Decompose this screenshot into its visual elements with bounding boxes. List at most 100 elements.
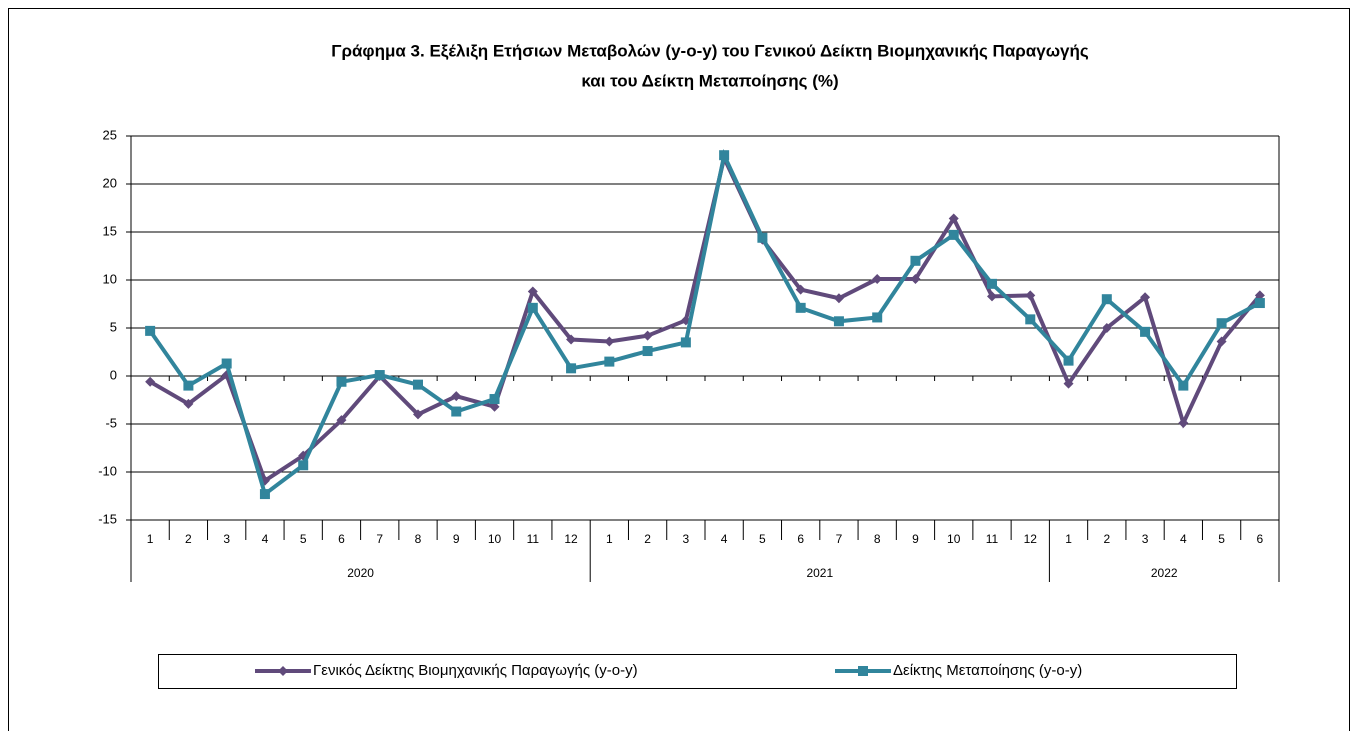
legend-label: Δείκτης Μεταποίησης (y-o-y) bbox=[893, 662, 1082, 679]
data-point bbox=[642, 346, 653, 357]
x-tick-label: 4 bbox=[262, 532, 269, 546]
group-label: 2021 bbox=[806, 566, 833, 580]
data-point bbox=[1140, 326, 1151, 337]
x-tick-label: 11 bbox=[986, 532, 999, 546]
data-point bbox=[872, 274, 883, 285]
x-tick-label: 3 bbox=[223, 532, 230, 546]
data-point bbox=[145, 376, 156, 387]
data-point bbox=[795, 302, 806, 313]
x-tick-label: 1 bbox=[606, 532, 613, 546]
y-tick-label: 10 bbox=[103, 271, 117, 286]
legend-label: Γενικός Δείκτης Βιομηχανικής Παραγωγής (… bbox=[313, 662, 638, 679]
data-point bbox=[566, 334, 577, 345]
data-point bbox=[183, 380, 194, 391]
data-point bbox=[642, 330, 653, 341]
data-point bbox=[757, 232, 768, 243]
data-point bbox=[451, 391, 462, 402]
y-tick-label: -5 bbox=[105, 415, 117, 430]
data-point bbox=[336, 376, 347, 387]
x-tick-label: 9 bbox=[453, 532, 460, 546]
x-tick-label: 6 bbox=[338, 532, 345, 546]
data-point bbox=[719, 150, 730, 161]
x-tick-label: 3 bbox=[1142, 532, 1149, 546]
data-point bbox=[259, 489, 270, 500]
x-tick-label: 4 bbox=[721, 532, 728, 546]
x-tick-label: 11 bbox=[527, 532, 540, 546]
data-point bbox=[1101, 323, 1112, 333]
x-tick-label: 9 bbox=[912, 532, 919, 546]
data-point bbox=[872, 312, 883, 323]
x-tick-label: 12 bbox=[1024, 532, 1038, 546]
data-point bbox=[604, 336, 615, 347]
data-point bbox=[1254, 290, 1265, 301]
data-point bbox=[987, 291, 997, 302]
data-point bbox=[1140, 292, 1151, 303]
legend-marker bbox=[278, 666, 288, 676]
x-tick-label: 7 bbox=[836, 532, 843, 546]
x-tick-label: 2 bbox=[185, 532, 192, 546]
data-point bbox=[145, 325, 156, 336]
x-tick-label: 5 bbox=[759, 532, 766, 546]
legend-marker bbox=[858, 666, 868, 676]
y-tick-label: 25 bbox=[103, 127, 117, 142]
data-point bbox=[489, 401, 500, 412]
data-point bbox=[183, 398, 194, 409]
data-point bbox=[1254, 298, 1265, 309]
x-tick-label: 1 bbox=[1065, 532, 1072, 546]
data-point bbox=[1063, 378, 1074, 389]
group-label: 2022 bbox=[1151, 566, 1178, 580]
data-point bbox=[833, 316, 844, 327]
data-point bbox=[1216, 336, 1227, 347]
data-point bbox=[1216, 318, 1227, 329]
data-point bbox=[298, 460, 309, 471]
data-point bbox=[1025, 314, 1036, 325]
x-tick-label: 10 bbox=[947, 532, 961, 546]
data-point bbox=[987, 278, 997, 289]
data-point bbox=[413, 379, 423, 390]
data-point bbox=[1025, 290, 1036, 301]
x-tick-label: 4 bbox=[1180, 532, 1187, 546]
data-point bbox=[604, 356, 615, 367]
y-tick-label: -10 bbox=[98, 463, 117, 478]
x-tick-label: 12 bbox=[564, 532, 578, 546]
x-tick-label: 5 bbox=[300, 532, 307, 546]
data-point bbox=[451, 406, 462, 417]
x-tick-label: 2 bbox=[1103, 532, 1110, 546]
x-tick-label: 5 bbox=[1218, 532, 1225, 546]
y-tick-label: 5 bbox=[110, 319, 117, 334]
x-tick-label: 8 bbox=[874, 532, 881, 546]
y-tick-label: -15 bbox=[98, 511, 117, 526]
x-tick-label: 3 bbox=[683, 532, 690, 546]
chart-title: Γράφημα 3. Εξέλιξη Ετήσιων Μεταβολών (y-… bbox=[331, 41, 1089, 60]
y-tick-label: 0 bbox=[110, 367, 117, 382]
data-point bbox=[1063, 355, 1074, 366]
data-point bbox=[413, 409, 423, 420]
x-tick-label: 8 bbox=[415, 532, 422, 546]
x-tick-label: 6 bbox=[1257, 532, 1264, 546]
data-point bbox=[1178, 380, 1189, 391]
x-tick-label: 6 bbox=[797, 532, 804, 546]
series-line bbox=[148, 148, 1261, 498]
group-label: 2020 bbox=[347, 566, 374, 580]
y-tick-label: 15 bbox=[103, 223, 117, 238]
data-point bbox=[795, 284, 806, 295]
data-point bbox=[221, 358, 232, 369]
chart-frame bbox=[8, 8, 1350, 736]
data-point bbox=[910, 274, 921, 285]
x-tick-label: 10 bbox=[488, 532, 502, 546]
x-tick-label: 1 bbox=[147, 532, 154, 546]
chart-title: και του Δείκτη Μεταποίησης (%) bbox=[581, 71, 838, 90]
data-point bbox=[566, 363, 577, 374]
data-point bbox=[948, 229, 959, 240]
data-point bbox=[910, 255, 921, 266]
data-point bbox=[833, 293, 844, 304]
data-point bbox=[1101, 294, 1112, 305]
y-tick-label: 20 bbox=[103, 175, 117, 190]
data-point bbox=[527, 302, 538, 313]
x-tick-label: 2 bbox=[644, 532, 651, 546]
data-point bbox=[527, 286, 538, 297]
data-point bbox=[374, 370, 385, 381]
data-point bbox=[948, 213, 959, 224]
data-point bbox=[336, 415, 347, 426]
